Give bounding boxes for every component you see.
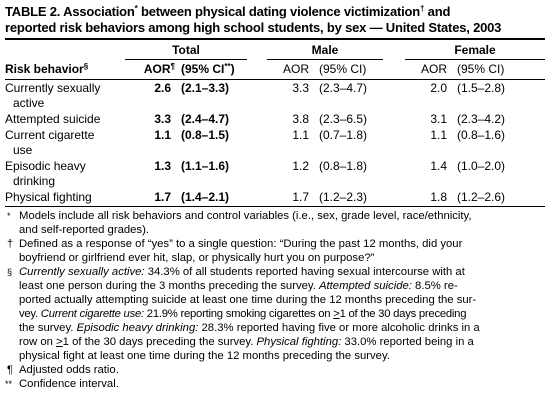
row-label: Episodic heavy drinking xyxy=(5,159,86,188)
total-aor-cell: 1.1 xyxy=(154,128,171,142)
male-ci-cell: (2.3–4.7) xyxy=(319,81,368,95)
total-ci-cell: (1.1–1.6) xyxy=(181,159,230,173)
table-row: Episodic heavy drinking 1.3 (1.1–1.6) 1.2… xyxy=(5,158,545,189)
total-aor-cell: 1.3 xyxy=(154,159,171,173)
total-ci-cell: (0.8–1.5) xyxy=(181,128,230,142)
data-table: Total Male Female Risk behavior§ AOR¶ (9… xyxy=(5,40,546,205)
female-aor-cell: 3.1 xyxy=(430,112,447,126)
footnote-definition: † Defined as a response of “yes” to a si… xyxy=(7,238,463,264)
table-row: Current cigarette use 1.1 (0.8–1.5) 1.1 (… xyxy=(5,127,545,158)
male-aor-cell: 1.7 xyxy=(292,190,309,204)
table-title: TABLE 2. Association* between physical d… xyxy=(5,4,545,36)
male-ci-cell: (2.3–6.5) xyxy=(319,112,368,126)
table-container: TABLE 2. Association* between physical d… xyxy=(5,0,546,391)
male-ci-cell: (0.8–1.8) xyxy=(319,159,368,173)
total-ci-cell: (2.4–4.7) xyxy=(181,112,230,126)
female-ci-cell: (0.8–1.6) xyxy=(457,128,506,142)
total-aor-cell: 2.6 xyxy=(154,81,171,95)
footnote-aor: ¶ Adjusted odds ratio. xyxy=(7,364,119,376)
group-male: Male xyxy=(267,40,383,60)
col-risk-behavior: Risk behavior§ xyxy=(5,61,89,76)
col-male-ci: (95% CI) xyxy=(319,62,367,76)
female-ci-cell: (1.5–2.8) xyxy=(457,81,506,95)
total-aor-cell: 3.3 xyxy=(154,112,171,126)
footnote-ci: ** Confidence interval. xyxy=(5,378,119,390)
group-header-row: Total Male Female xyxy=(5,40,546,60)
bottom-rule xyxy=(5,206,545,207)
title-line-1: TABLE 2. Association* between physical d… xyxy=(5,4,451,19)
female-aor-cell: 1.1 xyxy=(430,128,447,142)
male-aor-cell: 3.8 xyxy=(292,112,309,126)
female-aor-cell: 1.4 xyxy=(430,159,447,173)
column-header-row: Risk behavior§ AOR¶ (95% CI**) AOR (95% … xyxy=(5,60,545,80)
group-total: Total xyxy=(125,40,247,60)
top-rule xyxy=(5,38,545,40)
table-row: Attempted suicide 3.3 (2.4–4.7) 3.8 (2.3… xyxy=(5,111,545,127)
col-total-aor: AOR¶ xyxy=(143,62,175,76)
table-row: Currently sexually active 2.6 (2.1–3.3) 3… xyxy=(5,80,545,111)
col-total-ci: (95% CI**) xyxy=(181,62,235,76)
footnote-risk-definitions: § Currently sexually active: 34.3% of al… xyxy=(7,266,480,362)
male-aor-cell: 1.2 xyxy=(292,159,309,173)
female-aor-cell: 1.8 xyxy=(430,190,447,204)
table-row: Physical fighting 1.7 (1.4–2.1) 1.7 (1.2… xyxy=(5,189,545,205)
row-label: Currently sexually active xyxy=(5,81,101,110)
male-ci-cell: (0.7–1.8) xyxy=(319,128,368,142)
col-female-ci: (95% CI) xyxy=(457,62,505,76)
female-aor-cell: 2.0 xyxy=(430,81,447,95)
footnote-models: * Models include all risk behaviors and … xyxy=(7,210,472,236)
total-ci-cell: (1.4–2.1) xyxy=(181,190,230,204)
female-ci-cell: (1.2–2.6) xyxy=(457,190,506,204)
title-line-2: reported risk behaviors among high schoo… xyxy=(5,20,502,35)
female-ci-cell: (2.3–4.2) xyxy=(457,112,506,126)
male-ci-cell: (1.2–2.3) xyxy=(319,190,368,204)
row-label: Physical fighting xyxy=(5,190,92,204)
group-female: Female xyxy=(405,40,546,60)
male-aor-cell: 1.1 xyxy=(292,128,309,142)
total-aor-cell: 1.7 xyxy=(154,190,171,204)
row-label: Attempted suicide xyxy=(5,112,101,126)
col-male-aor: AOR xyxy=(282,62,309,76)
male-aor-cell: 3.3 xyxy=(292,81,309,95)
footnotes: * Models include all risk behaviors and … xyxy=(5,209,545,391)
col-female-aor: AOR xyxy=(420,62,447,76)
row-label: Current cigarette use xyxy=(5,128,95,157)
total-ci-cell: (2.1–3.3) xyxy=(181,81,230,95)
female-ci-cell: (1.0–2.0) xyxy=(457,159,506,173)
